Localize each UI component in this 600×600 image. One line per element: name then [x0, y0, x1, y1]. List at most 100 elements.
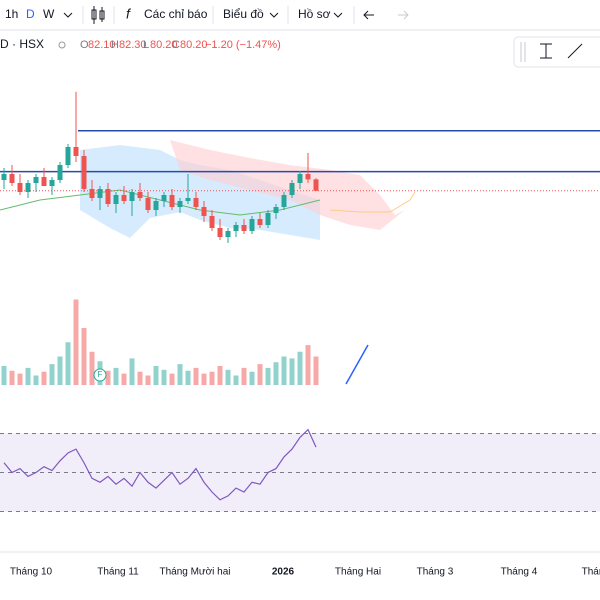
volume-bar [9, 370, 15, 385]
chart-menu[interactable]: Biểu đồ [223, 7, 264, 21]
candle-body [121, 195, 127, 201]
candle-body [297, 174, 303, 183]
interval-w[interactable]: W [43, 7, 55, 21]
volume-bar [249, 371, 255, 385]
candle-body [89, 189, 95, 198]
candle-body [97, 189, 103, 198]
volume-bar [233, 375, 239, 385]
candle-body [33, 177, 39, 183]
fx-icon[interactable]: f [126, 6, 132, 22]
volume-bar [169, 373, 175, 385]
leading-span [329, 191, 416, 213]
trendline-tool[interactable] [567, 43, 583, 59]
candle-body [25, 183, 31, 192]
profile-menu[interactable]: Hồ sơ [298, 7, 331, 21]
volume-bar [153, 366, 159, 385]
candle-body [273, 207, 279, 213]
interval-d[interactable]: D [26, 7, 35, 21]
volume-bar [41, 371, 47, 385]
volume-bar [1, 366, 7, 385]
candle-body [81, 156, 87, 189]
volume-bar [49, 364, 55, 385]
candle-body [225, 231, 231, 237]
volume-bar [17, 373, 23, 385]
volume-bar [193, 367, 199, 385]
candle-body [185, 198, 191, 201]
candle-body [129, 192, 135, 201]
legend-open: 82.10 [88, 39, 116, 51]
profile-chevron[interactable] [333, 12, 343, 18]
volume-bar [137, 371, 143, 385]
chart-menu-chevron[interactable] [269, 12, 279, 18]
volume-bar [65, 342, 71, 385]
candle-body [313, 179, 319, 191]
indicators-button[interactable]: Các chỉ báo [144, 7, 208, 21]
event-marker[interactable] [93, 368, 107, 382]
volume-bar [313, 356, 319, 385]
ichimoku-cloud-down [170, 140, 405, 230]
time-label: 2026 [272, 567, 295, 578]
candle-body [169, 195, 175, 207]
candle-icon[interactable] [91, 6, 105, 24]
volume-bar [25, 367, 31, 385]
volume-bar [265, 367, 271, 385]
volume-bar [201, 373, 207, 385]
volume-bar [73, 299, 79, 385]
event-marker-label[interactable]: F [98, 370, 103, 379]
candle-body [9, 174, 15, 183]
legend-open-label: O [80, 39, 89, 51]
volume-bar [289, 358, 295, 385]
candle-body [73, 147, 79, 156]
time-label: Tháng Hai [335, 567, 381, 578]
redo-button[interactable] [398, 10, 409, 20]
volume-bar [81, 328, 87, 385]
candle-body [249, 219, 255, 231]
volume-bar [297, 351, 303, 385]
volume-bar [241, 367, 247, 385]
volume-bar [129, 358, 135, 385]
rsi-line [3, 428, 317, 501]
volume-bar [305, 345, 311, 385]
candle-body [145, 198, 151, 210]
candle-body [17, 183, 23, 192]
volume-bar [225, 369, 231, 385]
volume-bar [217, 366, 223, 385]
legend-low-label: L [143, 39, 149, 51]
legend-high-label: H [111, 39, 119, 51]
candle-body [233, 225, 239, 231]
candle-body [137, 192, 143, 198]
candle-body [209, 216, 215, 228]
symbol: D · HSX [0, 37, 44, 51]
time-label: Tháng 10 [10, 567, 53, 578]
volume-bar [161, 369, 167, 385]
candle-body [281, 195, 287, 207]
candle-body [105, 189, 111, 204]
legend-close: 80.20 [180, 39, 208, 51]
status-dot [58, 41, 66, 49]
volume-bar [273, 362, 279, 385]
volume-bar [113, 367, 119, 385]
candle-body [289, 183, 295, 195]
drawing-toolbar [513, 36, 600, 68]
time-label: Tháng 3 [417, 567, 454, 578]
drag-handle[interactable] [520, 42, 526, 62]
interval-1h[interactable]: 1h [5, 7, 18, 21]
legend-low: 80.20 [150, 39, 178, 51]
candle-body [41, 177, 47, 186]
ohlc-legend: O 82.10H 82.30L 80.20C 80.20−1.20 (−1.47%) [80, 39, 281, 51]
text-tool[interactable] [540, 43, 552, 59]
time-label: Tháng 4 [501, 567, 538, 578]
volume-bar [57, 356, 63, 385]
volume-bar [33, 375, 39, 385]
volume-bar [105, 370, 111, 385]
lagging-span [0, 189, 321, 216]
candle-body [193, 198, 199, 207]
interval-chevron[interactable] [63, 12, 73, 18]
candle-body [113, 195, 119, 204]
undo-button[interactable] [363, 10, 374, 20]
candle-body [1, 174, 7, 180]
volume-bar [281, 356, 287, 385]
candle-body [217, 228, 223, 237]
